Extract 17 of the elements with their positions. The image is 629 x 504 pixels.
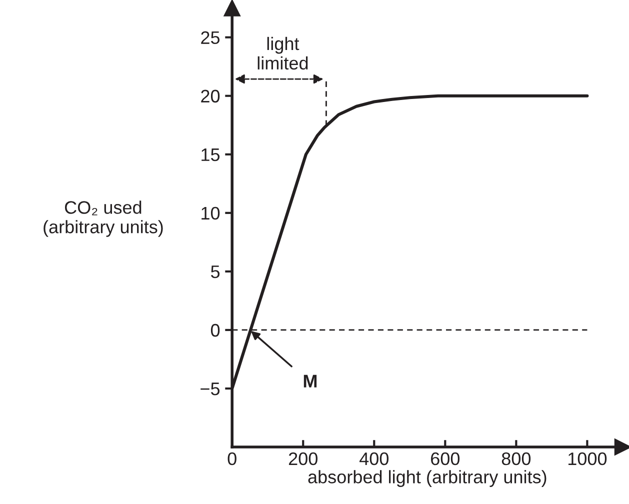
x-tick-label: 1000 <box>568 452 607 466</box>
y-tick-label: 15 <box>202 148 220 162</box>
x-tick-label: 800 <box>502 452 531 466</box>
y-tick-label: 5 <box>210 266 220 278</box>
y-tick-label: 20 <box>201 90 220 103</box>
y-tick-label: 25 <box>201 31 220 44</box>
annotation: M <box>304 374 317 388</box>
y-tick-label: −5 <box>200 382 220 396</box>
x-axis-title: absorbed light (arbitrary units) <box>308 470 546 487</box>
x-tick-label: 600 <box>431 452 460 466</box>
x-tick-label: 400 <box>359 452 388 466</box>
y-axis-title: CO₂ used (arbitrary units) <box>44 200 163 237</box>
x-tick-label: 0 <box>228 452 236 466</box>
y-tick-label: 0 <box>210 324 220 337</box>
x-tick-label: 200 <box>288 452 318 466</box>
ref-line-label: light limited <box>258 36 308 70</box>
y-tick-label: 10 <box>202 206 220 220</box>
